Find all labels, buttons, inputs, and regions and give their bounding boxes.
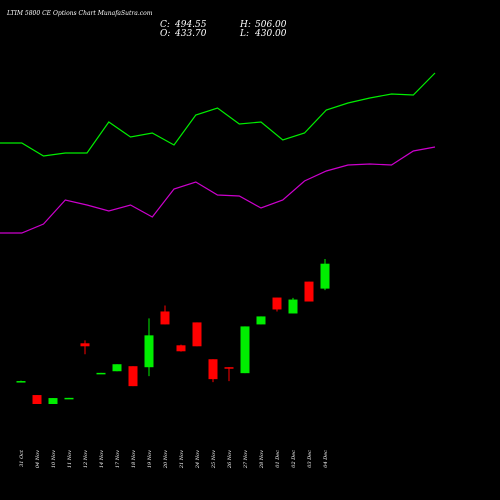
x-tick-label: 21 Nov — [179, 450, 185, 469]
candle-body — [272, 297, 282, 310]
x-tick-label: 28 Nov — [259, 450, 265, 469]
summary-value: 506.00 — [255, 20, 287, 30]
candle-body — [176, 345, 186, 352]
summary-value: 430.00 — [254, 29, 287, 39]
x-tick-label: 10 Nov — [51, 450, 57, 468]
summary-label: O: — [160, 29, 170, 39]
x-tick-label: 03 Dec — [307, 450, 313, 468]
candle-body — [112, 364, 122, 372]
candle-body — [32, 395, 42, 404]
x-tick-label: 20 Nov — [163, 450, 169, 469]
x-tick-label: 18 Nov — [131, 450, 137, 468]
candle-body — [160, 311, 170, 325]
candle-body — [208, 359, 218, 380]
x-tick-label: 01 Dec — [275, 450, 281, 468]
x-tick-label: 19 Nov — [147, 450, 153, 468]
candle-body — [224, 367, 234, 369]
x-tick-label: 04 Nov — [35, 450, 41, 468]
x-tick-label: 02 Dec — [291, 450, 297, 468]
overlay-line — [0, 72, 436, 157]
chart-title: LTIM 5800 CE Options Chart MunafaSutra.c… — [6, 10, 153, 17]
x-tick-label: 31 Oct — [19, 449, 25, 467]
x-tick-label: 04 Dec — [323, 450, 329, 468]
candle-body — [80, 343, 90, 347]
candle-body — [288, 299, 298, 314]
candle-body — [16, 381, 26, 383]
overlay-line — [0, 146, 436, 234]
candle-body — [96, 372, 106, 375]
summary-label: C: — [160, 20, 170, 30]
x-tick-label: 14 Nov — [99, 450, 105, 468]
candle-body — [144, 335, 154, 368]
x-tick-label: 25 Nov — [211, 450, 217, 469]
x-tick-label: 17 Nov — [115, 450, 121, 468]
x-tick-label: 27 Nov — [243, 450, 249, 469]
summary-label: L: — [239, 29, 249, 39]
summary-label: H: — [239, 20, 251, 30]
candle-body — [256, 316, 266, 325]
candle-body — [192, 322, 202, 347]
candle-body — [240, 326, 250, 374]
summary-value: 494.55 — [174, 20, 207, 30]
candle-body — [64, 397, 74, 400]
summary-value: 433.70 — [174, 29, 207, 39]
candle-body — [320, 263, 330, 289]
x-tick-label: 11 Nov — [67, 450, 73, 468]
x-tick-label: 12 Nov — [83, 450, 89, 468]
x-tick-label: 26 Nov — [227, 450, 233, 469]
candle-body — [48, 398, 58, 404]
x-tick-label: 24 Nov — [195, 450, 201, 469]
candle-body — [128, 366, 138, 387]
candle-body — [304, 281, 314, 302]
